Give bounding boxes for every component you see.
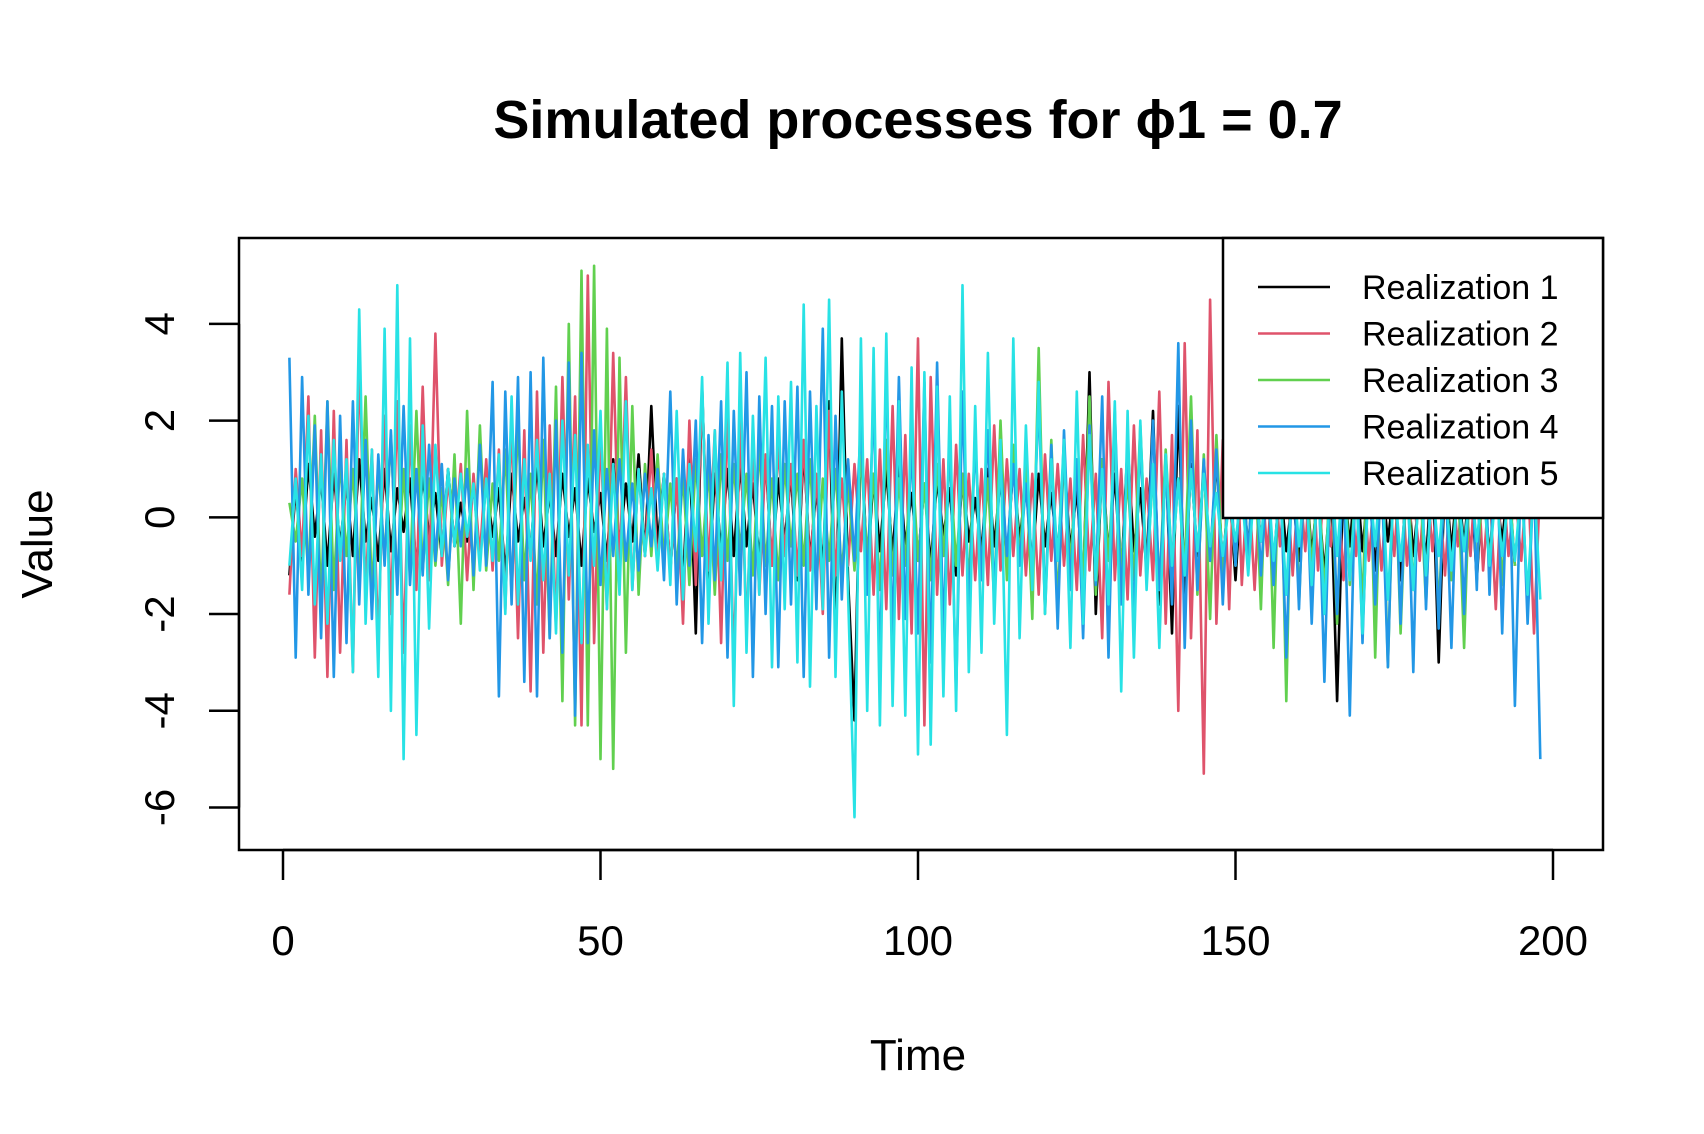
y-tick-label: -2 — [136, 595, 183, 632]
x-tick-label: 150 — [1200, 917, 1270, 964]
y-tick-label: -4 — [136, 692, 183, 729]
y-tick-label: -6 — [136, 789, 183, 826]
y-tick-label: 0 — [136, 506, 183, 529]
y-tick-label: 2 — [136, 409, 183, 432]
legend: Realization 1 Realization 2 Realization 3 R… — [1221, 236, 1605, 520]
y-tick-label: 4 — [136, 312, 183, 335]
x-tick-label: 200 — [1518, 917, 1588, 964]
y-axis-label: Value — [13, 489, 62, 598]
legend-label-5: Realization 5 — [1362, 455, 1559, 493]
legend-label-4: Realization 4 — [1362, 409, 1559, 447]
y-axis: -6 -4 -2 0 2 4 — [136, 312, 241, 826]
x-axis-label: Time — [870, 1031, 966, 1080]
x-tick-label: 0 — [271, 917, 294, 964]
chart-title: Simulated processes for ϕ1 = 0.7 — [493, 90, 1342, 150]
x-tick-label: 100 — [883, 917, 953, 964]
x-tick-label: 50 — [577, 917, 624, 964]
legend-label-2: Realization 2 — [1362, 316, 1559, 354]
x-axis: 0 50 100 150 200 — [271, 848, 1588, 964]
legend-box — [1221, 236, 1605, 520]
legend-label-3: Realization 3 — [1362, 362, 1559, 400]
legend-label-1: Realization 1 — [1362, 269, 1559, 307]
